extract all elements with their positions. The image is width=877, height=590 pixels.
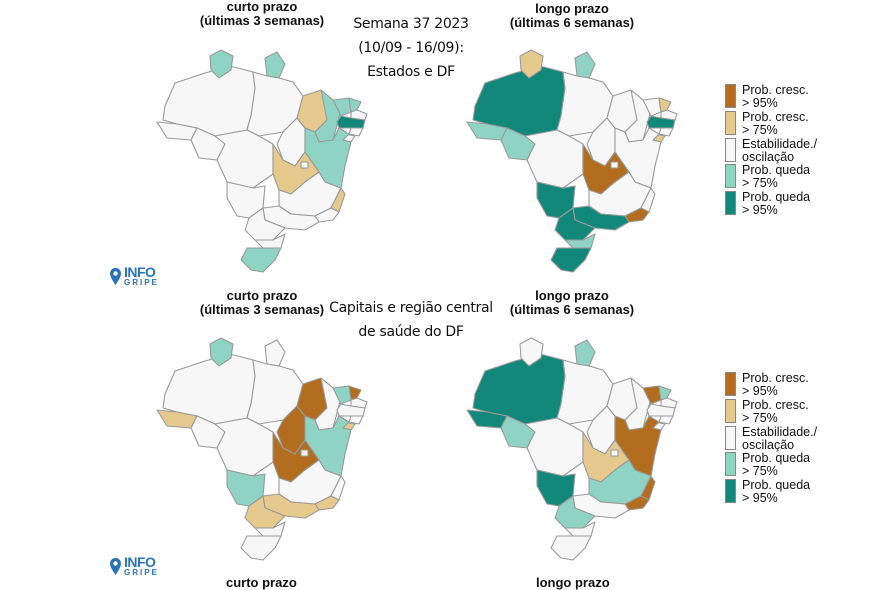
infogripe-logo-bottom: INFO GRIPE: [110, 554, 159, 577]
state-rn: [658, 97, 672, 113]
state-rs: [550, 535, 592, 561]
state-pr: [244, 495, 286, 529]
state-sc: [254, 233, 286, 249]
state-sc: [564, 233, 596, 249]
state-mt: [524, 417, 584, 477]
state-df: [610, 161, 619, 169]
state-mt: [214, 129, 274, 189]
legend-swatch: [725, 84, 736, 108]
legend-label: Estabilidade./ oscilação: [742, 136, 818, 164]
legend-label: Prob. queda > 95%: [742, 190, 811, 218]
map-title-capitals-long: longo prazo (últimas 6 semanas): [509, 288, 635, 317]
logo-main-text: INFO: [124, 264, 156, 280]
legend-label: Prob. queda > 75%: [742, 451, 811, 479]
state-pr: [554, 495, 596, 529]
state-mt: [524, 129, 584, 189]
legend-swatch: [725, 479, 736, 504]
map-states-short-term: [156, 49, 368, 273]
legend-item: Prob. queda > 95%: [725, 191, 845, 218]
legend-label: Estabilidade./ oscilação: [742, 424, 818, 452]
state-sc: [564, 521, 596, 537]
infogripe-logo-top: INFO GRIPE: [110, 264, 159, 287]
state-al: [348, 127, 364, 137]
state-rr: [209, 49, 234, 79]
legend-swatch: [725, 191, 736, 216]
state-sc: [254, 521, 286, 537]
state-pr: [244, 207, 286, 241]
state-pb: [350, 109, 368, 121]
map-title-capitals-short: curto prazo (últimas 3 semanas): [199, 288, 325, 317]
legend-swatch: [725, 137, 736, 162]
map-states-long-term: [466, 49, 678, 273]
state-rr: [519, 49, 544, 79]
state-ap: [574, 51, 596, 79]
state-df: [300, 161, 309, 169]
legend-swatch: [725, 425, 736, 450]
state-pb: [660, 397, 678, 409]
state-pb: [350, 397, 368, 409]
state-al: [348, 415, 364, 425]
legend-top: Prob. cresc. > 95% Prob. cresc. > 75% Esta…: [725, 84, 845, 218]
legend-swatch: [725, 452, 736, 477]
legend-item: Prob. cresc. > 75%: [725, 397, 845, 426]
state-al: [658, 415, 674, 425]
state-rn: [348, 97, 362, 113]
state-rs: [240, 535, 282, 561]
legend-item: Estabilidade./ oscilação: [725, 136, 845, 165]
legend-item: Prob. queda > 95%: [725, 479, 845, 506]
legend-item: Prob. queda > 75%: [725, 164, 845, 191]
map-pin-icon: [110, 268, 121, 285]
state-rs: [550, 247, 592, 273]
map-pin-icon: [110, 558, 121, 575]
state-pb: [660, 109, 678, 121]
logo-sub-text: GRIPE: [124, 568, 159, 577]
week-title: Semana 37 2023 (10/09 - 16/09): Estados …: [353, 16, 469, 80]
state-rn: [348, 385, 362, 401]
state-pr: [554, 207, 596, 241]
logo-main-text: INFO: [124, 554, 156, 570]
state-rs: [240, 247, 282, 273]
legend-item: Prob. queda > 75%: [725, 452, 845, 479]
legend-label: Prob. cresc. > 75%: [742, 397, 809, 425]
state-rr: [209, 337, 234, 367]
legend-label: Prob. cresc. > 95%: [742, 83, 809, 110]
legend-item: Prob. cresc. > 75%: [725, 109, 845, 138]
legend-swatch: [725, 372, 736, 396]
state-df: [300, 449, 309, 457]
legend-swatch: [725, 110, 736, 135]
logo-sub-text: GRIPE: [124, 278, 159, 287]
state-ap: [574, 339, 596, 367]
legend-label: Prob. queda > 95%: [742, 478, 811, 506]
state-mt: [214, 417, 274, 477]
map-capitals-short-term: [156, 337, 368, 561]
legend-label: Prob. queda > 75%: [742, 163, 811, 191]
map-title-states-long: longo prazo (últimas 6 semanas): [509, 1, 635, 30]
legend-item: Prob. cresc. > 95%: [725, 372, 845, 399]
legend-swatch: [725, 398, 736, 423]
legend-item: Prob. cresc. > 95%: [725, 84, 845, 111]
legend-label: Prob. cresc. > 95%: [742, 371, 809, 398]
state-rn: [658, 385, 672, 401]
legend-item: Estabilidade./ oscilação: [725, 424, 845, 453]
map-title-states-short: curto prazo (últimas 3 semanas): [199, 0, 325, 28]
capitals-title: Capitais e região central de saúde do DF: [329, 300, 493, 340]
state-ap: [264, 51, 286, 79]
state-rr: [519, 337, 544, 367]
legend-swatch: [725, 164, 736, 189]
state-ap: [264, 339, 286, 367]
map-capitals-long-term: [466, 337, 678, 561]
cut-title-short: curto prazo: [226, 575, 297, 590]
cut-title-long: longo prazo: [536, 575, 610, 590]
state-al: [658, 127, 674, 137]
state-df: [610, 449, 619, 457]
legend-bottom: Prob. cresc. > 95% Prob. cresc. > 75% Esta…: [725, 372, 845, 506]
legend-label: Prob. cresc. > 75%: [742, 109, 809, 137]
